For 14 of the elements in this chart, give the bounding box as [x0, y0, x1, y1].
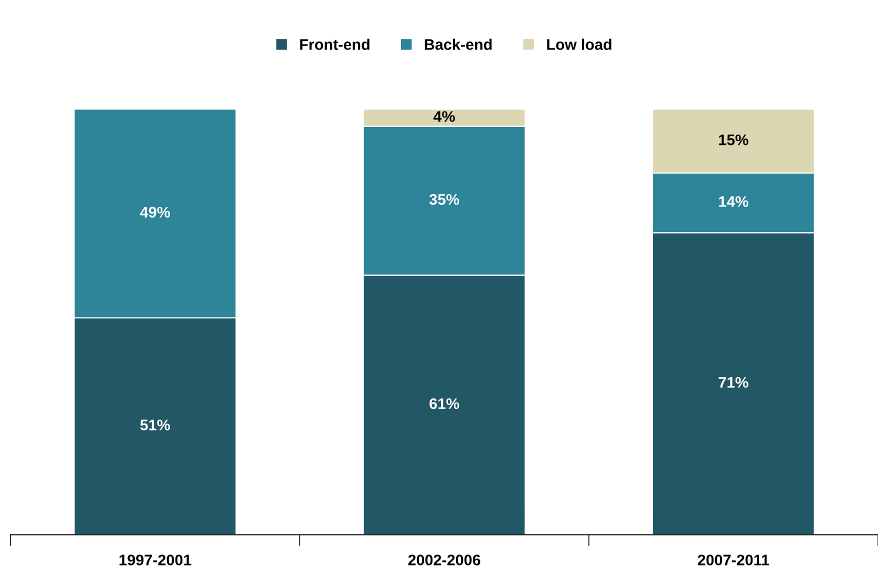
x-tick-label: 2002-2006	[408, 554, 480, 566]
x-tick-label: 2007-2011	[698, 554, 770, 566]
data-label: 51%	[140, 420, 170, 430]
data-label: 14%	[719, 196, 748, 207]
x-tick-label: 1997-2001	[120, 554, 192, 566]
data-label: 15%	[719, 134, 748, 146]
legend-label: Low load	[547, 38, 612, 50]
data-label: 35%	[429, 194, 460, 205]
legend-label: Back-end	[424, 38, 492, 50]
data-label: 49%	[140, 206, 170, 218]
data-label: 4%	[433, 111, 455, 122]
legend-label: Front-end	[300, 38, 370, 50]
data-label: 71%	[718, 377, 748, 388]
data-label: 61%	[430, 398, 460, 410]
